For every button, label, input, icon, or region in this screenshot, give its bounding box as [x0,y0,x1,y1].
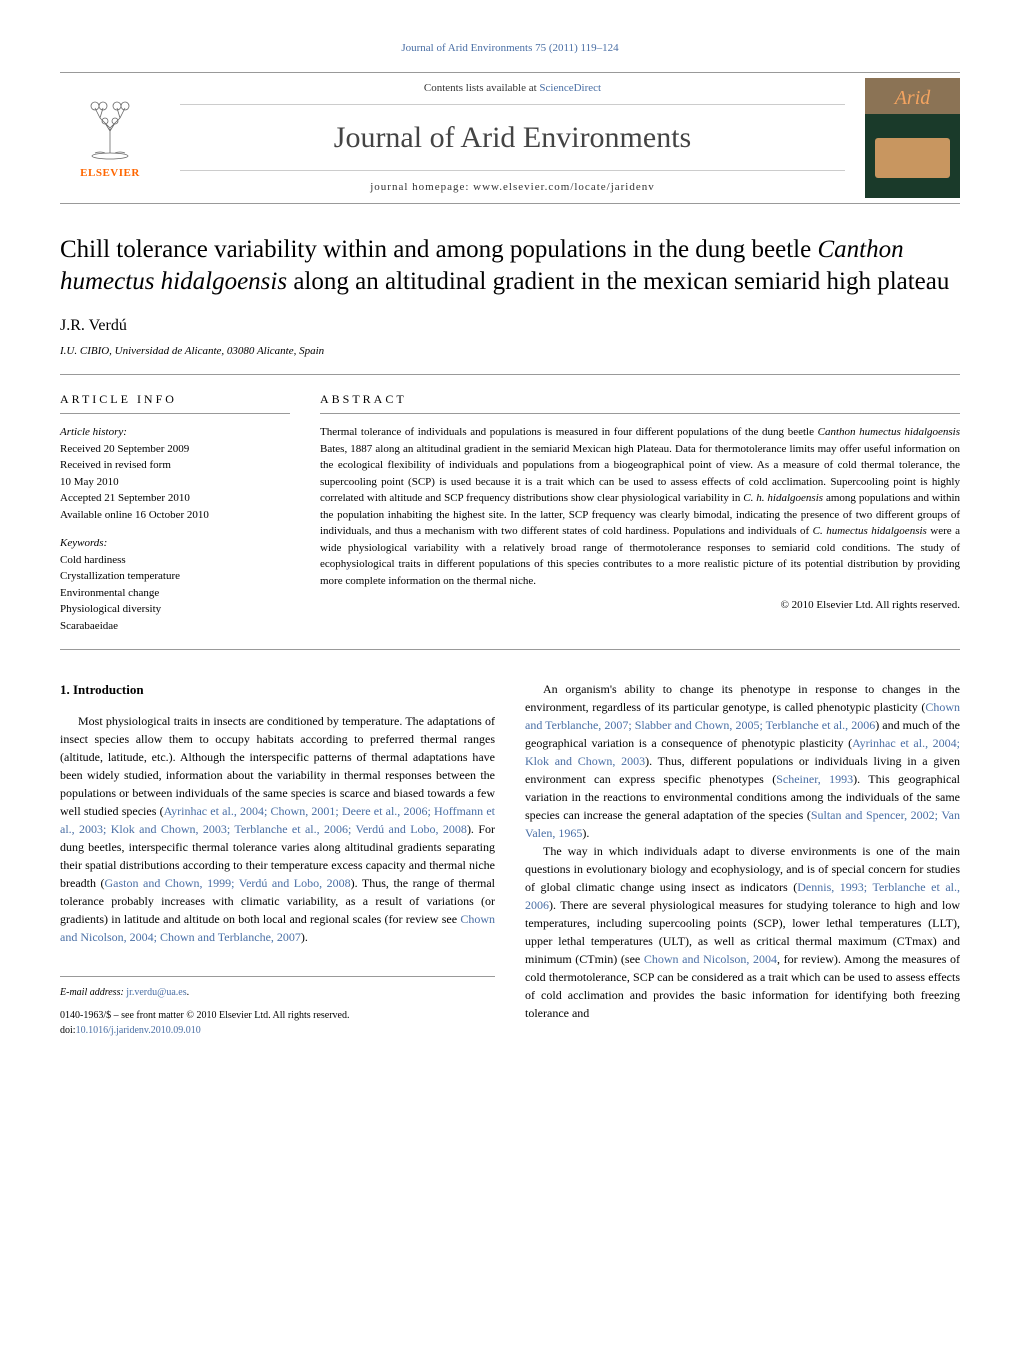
received-date: Received 20 September 2009 [60,441,290,458]
abstract-p1: Thermal tolerance of individuals and pop… [320,426,818,438]
journal-cover: Arid [865,78,960,198]
period: . [187,987,190,998]
footer-divider: E-mail address: jr.verdu@ua.es. [60,976,495,1000]
keywords-label: Keywords: [60,535,290,552]
right-column: An organism's ability to change its phen… [525,680,960,1038]
cover-title: Arid [895,83,931,113]
email-link[interactable]: jr.verdu@ua.es [126,987,186,998]
article-info: ARTICLE INFO Article history: Received 2… [60,390,290,634]
keyword: Physiological diversity [60,601,290,618]
revised-date2: 10 May 2010 [60,474,290,491]
intro-paragraph: The way in which individuals adapt to di… [525,842,960,1022]
citation-link[interactable]: Chown and Nicolson, 2004 [644,952,777,966]
citation-link[interactable]: Scheiner, 1993 [776,772,853,786]
divider [60,374,960,375]
journal-name: Journal of Arid Environments [180,115,845,160]
header-citation: Journal of Arid Environments 75 (2011) 1… [60,40,960,57]
article-title: Chill tolerance variability within and a… [60,234,960,299]
info-abstract-row: ARTICLE INFO Article history: Received 2… [60,390,960,650]
copyright: © 2010 Elsevier Ltd. All rights reserved… [320,597,960,614]
abstract-section: ABSTRACT Thermal tolerance of individual… [320,390,960,634]
sciencedirect-link[interactable]: ScienceDirect [539,82,601,94]
abstract-text: Thermal tolerance of individuals and pop… [320,424,960,589]
text: Most physiological traits in insects are… [60,714,495,818]
online-date: Available online 16 October 2010 [60,507,290,524]
text: ). [582,826,589,840]
elsevier-logo: ELSEVIER [60,88,160,188]
elsevier-tree-icon [75,93,145,163]
affiliation: I.U. CIBIO, Universidad de Alicante, 030… [60,343,960,360]
keyword: Environmental change [60,585,290,602]
abstract-heading: ABSTRACT [320,390,960,414]
keyword: Cold hardiness [60,552,290,569]
journal-homepage: journal homepage: www.elsevier.com/locat… [180,170,845,196]
left-column: 1. Introduction Most physiological trait… [60,680,495,1038]
cover-map-icon [875,138,950,178]
front-matter: 0140-1963/$ – see front matter © 2010 El… [60,1008,495,1023]
text: An organism's ability to change its phen… [525,682,960,714]
contents-lists: Contents lists available at ScienceDirec… [180,80,845,106]
history-label: Article history: [60,424,290,441]
doi-label: doi: [60,1025,76,1036]
article-info-heading: ARTICLE INFO [60,390,290,414]
email-label: E-mail address: [60,987,126,998]
main-content: 1. Introduction Most physiological trait… [60,680,960,1038]
abstract-species1: Canthon humectus hidalgoensis [818,426,960,438]
intro-paragraph: An organism's ability to change its phen… [525,680,960,842]
header-bar: ELSEVIER Contents lists available at Sci… [60,72,960,204]
text: ). [301,930,308,944]
citation-link[interactable]: Gaston and Chown, 1999; Verdú and Lobo, … [105,876,351,890]
abstract-species2: C. h. hidalgoensis [743,492,823,504]
keyword: Scarabaeidae [60,618,290,635]
intro-paragraph: Most physiological traits in insects are… [60,712,495,946]
title-part2: along an altitudinal gradient in the mex… [287,268,949,295]
accepted-date: Accepted 21 September 2010 [60,490,290,507]
footer-meta: 0140-1963/$ – see front matter © 2010 El… [60,1008,495,1038]
abstract-species3: C. humectus hidalgoensis [813,525,927,537]
intro-heading: 1. Introduction [60,680,495,700]
header-center: Contents lists available at ScienceDirec… [180,80,845,196]
revised-date1: Received in revised form [60,457,290,474]
keyword: Crystallization temperature [60,568,290,585]
doi-link[interactable]: 10.1016/j.jaridenv.2010.09.010 [76,1025,201,1036]
title-part1: Chill tolerance variability within and a… [60,236,817,263]
doi-line: doi:10.1016/j.jaridenv.2010.09.010 [60,1023,495,1038]
contents-text: Contents lists available at [424,82,539,94]
elsevier-label: ELSEVIER [80,165,140,182]
author: J.R. Verdú [60,314,960,338]
